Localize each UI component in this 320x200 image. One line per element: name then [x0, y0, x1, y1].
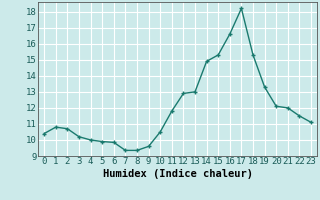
- X-axis label: Humidex (Indice chaleur): Humidex (Indice chaleur): [103, 169, 252, 179]
